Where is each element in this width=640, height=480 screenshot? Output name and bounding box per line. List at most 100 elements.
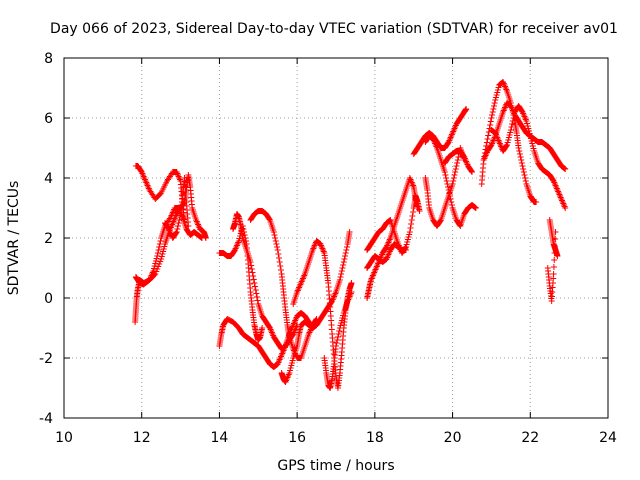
data-point bbox=[274, 244, 281, 250]
data-point bbox=[518, 160, 525, 166]
data-point bbox=[175, 220, 182, 226]
x-tick-label: 20 bbox=[444, 430, 462, 446]
y-tick-label: 6 bbox=[44, 111, 53, 127]
data-point bbox=[449, 181, 456, 187]
data-point bbox=[252, 283, 259, 290]
data-point bbox=[402, 245, 409, 251]
data-point bbox=[173, 229, 180, 235]
data-point bbox=[489, 112, 496, 118]
data-point bbox=[445, 187, 452, 193]
data-point bbox=[511, 112, 518, 118]
data-point bbox=[336, 328, 343, 334]
data-point bbox=[154, 250, 161, 256]
data-point bbox=[454, 160, 461, 166]
data-point bbox=[509, 121, 516, 127]
data-point bbox=[157, 238, 164, 244]
data-point bbox=[249, 269, 256, 276]
data-point bbox=[174, 223, 181, 229]
data-point bbox=[273, 241, 280, 247]
data-point bbox=[441, 169, 448, 175]
data-point bbox=[442, 172, 449, 178]
data-point bbox=[437, 218, 444, 224]
x-tick-label: 22 bbox=[521, 430, 539, 446]
x-tick-label: 16 bbox=[288, 430, 306, 446]
data-point bbox=[522, 178, 529, 184]
data-point bbox=[503, 143, 510, 149]
data-point bbox=[517, 154, 524, 160]
data-point bbox=[408, 217, 415, 223]
data-point bbox=[251, 280, 258, 286]
data-point bbox=[272, 238, 279, 244]
data-point bbox=[490, 106, 497, 112]
x-axis-label: GPS time / hours bbox=[277, 458, 394, 474]
data-point bbox=[491, 103, 498, 109]
data-point bbox=[445, 184, 452, 190]
data-point bbox=[202, 235, 209, 241]
data-point bbox=[451, 172, 458, 178]
data-point bbox=[550, 271, 557, 277]
data-point bbox=[276, 255, 283, 261]
data-point bbox=[450, 178, 457, 184]
data-point bbox=[338, 271, 345, 277]
y-tick-label: -4 bbox=[39, 411, 53, 427]
data-point bbox=[468, 168, 475, 174]
data-point bbox=[343, 247, 350, 253]
data-point bbox=[562, 166, 569, 172]
data-point bbox=[266, 216, 273, 222]
data-point bbox=[516, 148, 523, 154]
data-point bbox=[491, 100, 498, 106]
data-point bbox=[520, 166, 527, 172]
data-point bbox=[252, 287, 259, 293]
data-point bbox=[487, 118, 494, 125]
data-point bbox=[521, 172, 528, 178]
data-point bbox=[446, 193, 453, 199]
data-point bbox=[554, 253, 561, 259]
data-point bbox=[448, 202, 455, 208]
data-point bbox=[336, 277, 343, 283]
data-point bbox=[533, 199, 540, 205]
data-point bbox=[469, 169, 475, 175]
data-point bbox=[176, 217, 183, 223]
data-point bbox=[443, 175, 450, 181]
data-point bbox=[342, 253, 349, 259]
y-tick-label: 0 bbox=[44, 291, 53, 307]
x-tick-label: 12 bbox=[133, 430, 151, 446]
data-point bbox=[340, 259, 347, 265]
data-point bbox=[250, 273, 257, 279]
data-point bbox=[342, 250, 349, 256]
data-point bbox=[275, 251, 282, 257]
data-point bbox=[452, 166, 459, 172]
data-point bbox=[341, 256, 348, 262]
data-point bbox=[155, 247, 162, 253]
data-point bbox=[507, 127, 514, 133]
data-point bbox=[185, 223, 192, 229]
chart-title: Day 066 of 2023, Sidereal Day-to-day VTE… bbox=[50, 21, 618, 37]
data-point bbox=[450, 175, 457, 181]
data-point bbox=[551, 257, 558, 263]
data-point bbox=[446, 190, 453, 196]
data-point bbox=[487, 122, 494, 128]
data-point bbox=[253, 290, 260, 297]
data-point bbox=[518, 157, 525, 163]
data-point bbox=[333, 343, 339, 349]
data-point bbox=[340, 262, 347, 268]
data-point bbox=[447, 196, 454, 202]
y-tick-label: 4 bbox=[44, 171, 53, 187]
data-point bbox=[348, 280, 355, 286]
data-point bbox=[334, 337, 341, 343]
data-point bbox=[448, 199, 455, 205]
data-point bbox=[484, 136, 491, 142]
data-point bbox=[272, 235, 279, 241]
data-point bbox=[407, 225, 414, 231]
data-point bbox=[510, 115, 517, 121]
data-point bbox=[248, 262, 255, 269]
y-tick-label: -2 bbox=[39, 351, 53, 367]
x-tick-label: 18 bbox=[366, 430, 384, 446]
y-axis-label: SDTVAR / TECUs bbox=[6, 181, 22, 296]
data-point bbox=[452, 169, 459, 175]
data-point bbox=[443, 178, 450, 184]
data-point bbox=[472, 205, 479, 211]
data-point bbox=[562, 205, 569, 211]
data-point bbox=[509, 118, 516, 124]
data-point bbox=[408, 221, 415, 227]
